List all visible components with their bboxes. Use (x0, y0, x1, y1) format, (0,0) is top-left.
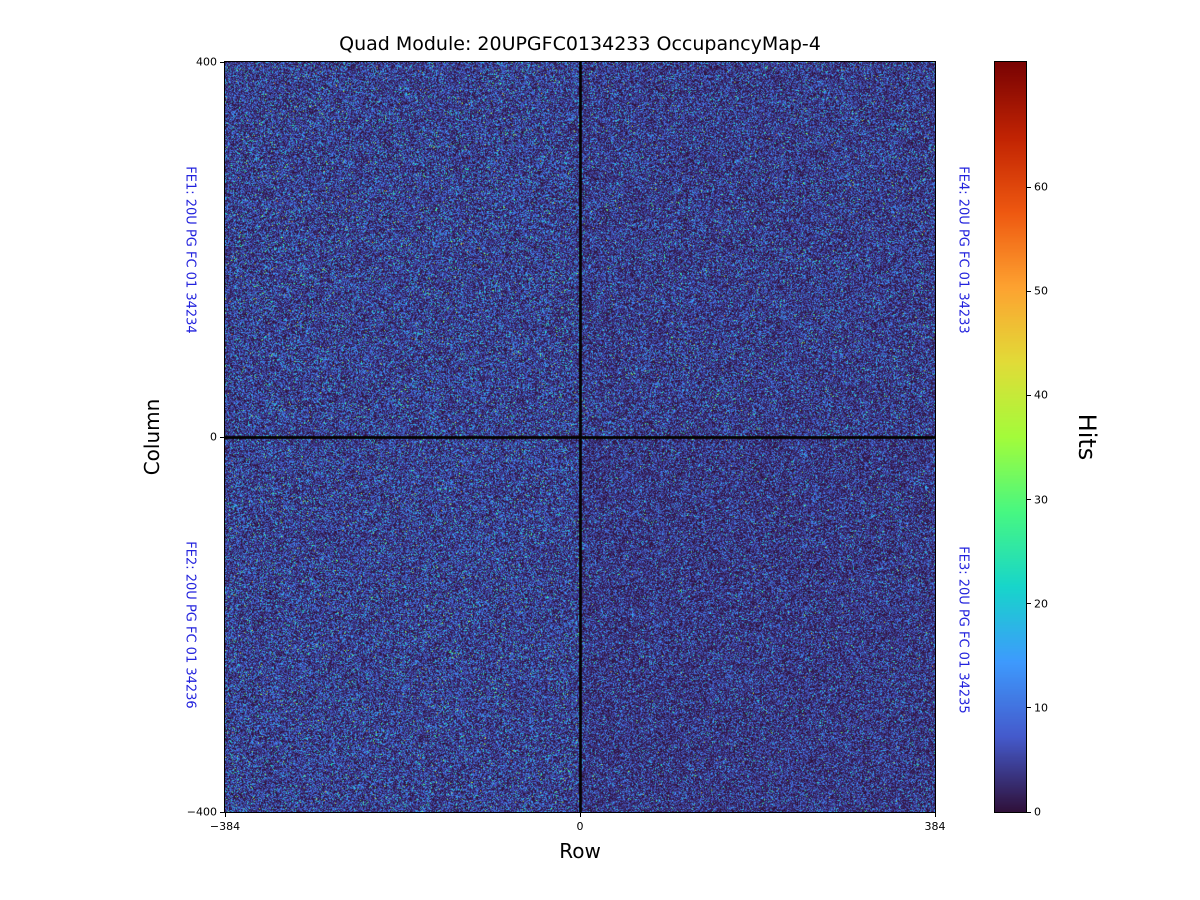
colorbar-tick-mark (1027, 186, 1031, 188)
y-tick-label: 0 (210, 430, 217, 444)
y-tick-label: 400 (196, 55, 217, 69)
y-tick-mark (220, 61, 224, 63)
colorbar-tick-label: 30 (1034, 493, 1048, 506)
colorbar (994, 61, 1027, 813)
fe3-chip-label: FE3: 20U PG FC 01 34235 (955, 546, 971, 714)
fe2-chip-label: FE2: 20U PG FC 01 34236 (182, 541, 198, 709)
colorbar-tick-label: 10 (1034, 701, 1048, 715)
x-tick-label: 384 (924, 820, 946, 833)
x-tick-label: −384 (209, 820, 241, 833)
x-tick-mark (934, 813, 936, 817)
y-tick-label: −400 (186, 805, 217, 819)
x-tick-mark (224, 813, 226, 817)
x-tick-label: 0 (576, 820, 584, 833)
heatmap-canvas (225, 62, 935, 812)
colorbar-tick-mark (1027, 394, 1031, 396)
colorbar-tick-label: 20 (1034, 597, 1048, 611)
colorbar-tick-label: 60 (1034, 180, 1048, 194)
y-tick-mark (220, 436, 224, 438)
colorbar-tick-mark (1027, 603, 1031, 605)
fe4-chip-label: FE4: 20U PG FC 01 34233 (955, 166, 971, 334)
y-axis-label: Column (140, 398, 164, 476)
colorbar-tick-label: 50 (1034, 284, 1048, 298)
colorbar-label: Hits (1073, 413, 1101, 461)
colorbar-tick-label: 0 (1034, 805, 1041, 819)
colorbar-tick-mark (1027, 499, 1031, 500)
x-axis-label: Row (559, 839, 601, 863)
colorbar-tick-mark (1027, 707, 1031, 709)
x-tick-mark (579, 813, 581, 817)
colorbar-tick-mark (1027, 290, 1031, 292)
colorbar-tick-label: 40 (1034, 388, 1048, 402)
chart-title: Quad Module: 20UPGFC0134233 OccupancyMap… (339, 33, 821, 55)
fe1-chip-label: FE1: 20U PG FC 01 34234 (182, 166, 198, 334)
y-tick-mark (220, 811, 224, 813)
colorbar-tick-mark (1027, 811, 1031, 813)
colorbar-canvas (995, 62, 1026, 812)
plot-area (224, 61, 936, 813)
